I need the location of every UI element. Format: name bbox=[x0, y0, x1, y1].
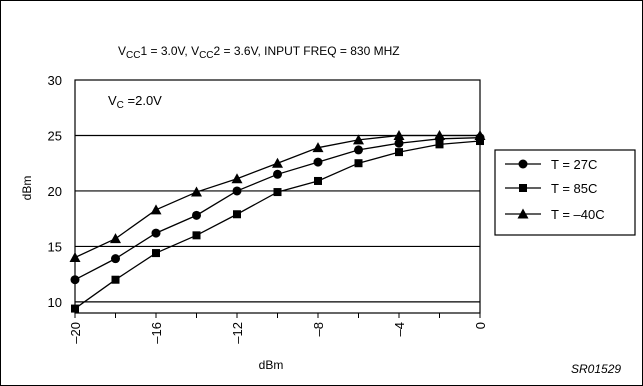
y-tick-label-20: 20 bbox=[48, 184, 62, 199]
x-tick-label-5: 0 bbox=[473, 322, 488, 329]
data-point-triangle bbox=[474, 129, 486, 140]
x-axis-ticks: –20 –16 –12 –8 –4 0 bbox=[68, 313, 488, 344]
data-point-circle bbox=[232, 186, 242, 196]
x-tick-label-2: –12 bbox=[230, 322, 245, 344]
data-point-circle bbox=[151, 228, 161, 238]
x-axis-label: dBm bbox=[259, 358, 284, 372]
data-point-triangle bbox=[110, 233, 121, 244]
data-point-circle bbox=[111, 254, 120, 264]
x-tick-label-3: –8 bbox=[311, 322, 326, 336]
data-point-triangle bbox=[353, 134, 364, 145]
data-point-square bbox=[192, 231, 201, 240]
data-point-circle bbox=[273, 169, 282, 179]
legend-marker-circle bbox=[518, 159, 528, 169]
data-point-circle bbox=[394, 138, 404, 148]
data-point-triangle bbox=[231, 173, 243, 184]
legend: T = 27C T = 85C T = –40C bbox=[505, 157, 605, 222]
data-point-triangle bbox=[393, 129, 405, 140]
y-tick-label-15: 15 bbox=[48, 239, 62, 254]
x-tick-label-1: –16 bbox=[149, 322, 164, 344]
series-square bbox=[71, 137, 484, 313]
data-point-square bbox=[71, 304, 79, 313]
data-point-triangle bbox=[434, 129, 445, 140]
data-point-square bbox=[395, 148, 403, 157]
data-point-square bbox=[233, 210, 241, 219]
data-point-square bbox=[435, 140, 444, 149]
legend-label-square: T = 85C bbox=[551, 181, 597, 196]
y-tick-label-10: 10 bbox=[48, 295, 62, 310]
legend-label-triangle: T = –40C bbox=[551, 207, 605, 222]
legend-box bbox=[494, 149, 636, 236]
data-point-square bbox=[354, 159, 363, 168]
data-point-triangle bbox=[312, 142, 324, 153]
figure-id: SR01529 bbox=[571, 362, 621, 376]
data-point-circle bbox=[313, 157, 323, 167]
plot-area bbox=[74, 79, 481, 314]
legend-label-circle: T = 27C bbox=[551, 157, 597, 172]
data-point-circle bbox=[70, 275, 80, 285]
data-point-circle bbox=[354, 145, 363, 155]
series-circle bbox=[70, 133, 485, 285]
series-line-triangle bbox=[74, 134, 480, 259]
data-point-triangle bbox=[150, 204, 162, 215]
y-axis-ticks: 10 15 20 25 30 bbox=[48, 73, 62, 310]
annotation-vc: VC =2.0V bbox=[108, 93, 162, 111]
x-tick-label-0: –20 bbox=[68, 322, 83, 344]
series-triangle bbox=[69, 129, 486, 263]
data-point-square bbox=[314, 176, 322, 185]
data-point-triangle bbox=[191, 186, 202, 197]
y-axis-label: dBm bbox=[20, 176, 34, 201]
data-point-square bbox=[476, 137, 484, 146]
data-point-square bbox=[152, 249, 160, 258]
series-group bbox=[69, 129, 486, 313]
chart-title: VCC1 = 3.0V, VCC2 = 3.6V, INPUT FREQ = 8… bbox=[118, 44, 400, 61]
data-point-square bbox=[273, 188, 282, 197]
data-point-triangle bbox=[69, 252, 81, 263]
data-point-triangle bbox=[272, 157, 283, 168]
legend-marker-square bbox=[519, 184, 527, 192]
y-tick-label-25: 25 bbox=[48, 128, 62, 143]
data-point-circle bbox=[192, 210, 201, 220]
x-tick-label-4: –4 bbox=[392, 322, 407, 336]
legend-marker-triangle bbox=[517, 208, 529, 219]
data-point-square bbox=[111, 275, 120, 284]
y-tick-label-30: 30 bbox=[48, 73, 62, 88]
